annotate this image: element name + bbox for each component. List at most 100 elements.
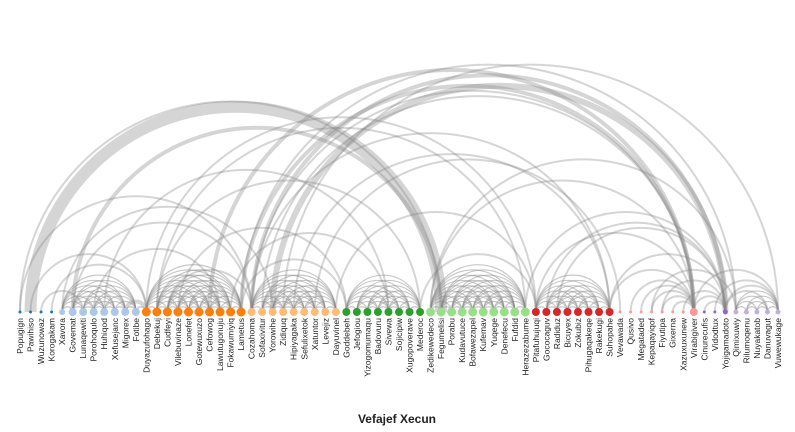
node-label: Sefulixetok — [299, 317, 309, 359]
node — [363, 308, 372, 316]
cluster-link — [272, 295, 305, 313]
cluster-link — [356, 279, 421, 313]
cluster-link — [93, 290, 137, 313]
node — [531, 308, 540, 316]
cluster-link — [82, 285, 137, 313]
cluster-link — [545, 290, 590, 313]
cluster-link — [72, 279, 137, 313]
node — [89, 308, 98, 316]
cluster-link — [166, 279, 232, 313]
node-label: Gococaguv — [541, 317, 551, 361]
node — [542, 308, 551, 316]
link — [292, 153, 611, 313]
node — [573, 308, 582, 316]
node — [447, 307, 457, 317]
link — [534, 232, 695, 313]
link — [240, 63, 737, 313]
node — [764, 309, 770, 315]
node-label: Vuwewukage — [773, 318, 783, 369]
cluster-link — [145, 279, 211, 313]
node-label: Megataded — [636, 318, 646, 361]
node — [489, 307, 499, 317]
cluster-link — [556, 295, 590, 313]
node-label: Sofaxivitur — [257, 318, 267, 358]
cluster-link — [745, 295, 779, 313]
node-label: Fiyutipa — [657, 318, 667, 348]
node — [59, 309, 66, 315]
node-label: Badovuru — [373, 318, 383, 355]
node — [584, 308, 593, 316]
link — [682, 290, 727, 313]
node-label: Vilebuvinaze — [173, 318, 183, 366]
node — [100, 308, 109, 316]
link — [545, 221, 727, 313]
cluster-link — [461, 279, 526, 313]
cluster-link — [440, 269, 526, 313]
cluster-link — [472, 295, 505, 313]
node — [18, 310, 22, 314]
link — [524, 210, 727, 313]
link — [261, 95, 695, 313]
node — [68, 308, 77, 316]
node — [289, 308, 298, 316]
cluster-link — [440, 274, 516, 313]
node-label: Denefecu — [499, 318, 509, 355]
node — [405, 308, 414, 316]
node — [373, 308, 382, 316]
cluster-link — [472, 285, 526, 313]
cluster-link — [103, 295, 137, 313]
nodes-layer — [18, 307, 781, 317]
node — [162, 307, 172, 317]
link — [282, 63, 779, 313]
node-label: Herazezabume — [520, 318, 530, 376]
node — [457, 307, 467, 317]
node-label: Kepaqayiqof — [647, 317, 657, 365]
cluster-link — [303, 295, 337, 313]
node — [552, 308, 561, 316]
node-label: Pihugaqakeqe — [584, 318, 594, 373]
link — [692, 269, 779, 313]
cluster-link — [429, 269, 516, 313]
cluster-link — [72, 290, 116, 313]
node-label: Suhopahe — [605, 318, 615, 357]
cluster-link — [272, 279, 337, 313]
cluster-link — [356, 285, 411, 313]
cluster-link — [261, 295, 295, 313]
node-label: Virabigiver — [689, 318, 699, 358]
cluster-link — [177, 295, 211, 313]
cluster-link — [82, 290, 126, 313]
cluster-link — [556, 290, 600, 313]
cluster-link — [156, 290, 200, 313]
cluster-link — [472, 290, 516, 313]
link — [713, 279, 779, 313]
link — [240, 258, 348, 313]
node — [510, 307, 520, 317]
node — [131, 308, 140, 316]
cluster-link — [535, 290, 579, 313]
cluster-link — [156, 295, 190, 313]
link — [103, 168, 390, 313]
cluster-link — [345, 279, 411, 313]
node — [39, 310, 43, 314]
link — [61, 205, 274, 313]
node — [520, 307, 530, 317]
cluster-link — [251, 274, 326, 313]
node-label: Korogakam — [47, 318, 57, 361]
node-label: Vidodtux — [710, 317, 720, 351]
cluster-link — [282, 290, 326, 313]
node-label: Mederoc — [415, 317, 425, 351]
node — [310, 308, 319, 316]
link — [692, 295, 727, 313]
link — [207, 67, 696, 313]
node — [743, 309, 749, 315]
cluster-link — [451, 295, 484, 313]
link — [650, 290, 695, 313]
node — [702, 310, 706, 314]
node-label: Rilumoqenu — [741, 318, 751, 364]
link — [629, 279, 695, 313]
node-label: Porabu — [447, 318, 457, 346]
cluster-link — [145, 285, 200, 313]
node — [605, 308, 614, 316]
node-label: Xatuntor — [310, 318, 320, 350]
cluster-link — [387, 295, 421, 313]
